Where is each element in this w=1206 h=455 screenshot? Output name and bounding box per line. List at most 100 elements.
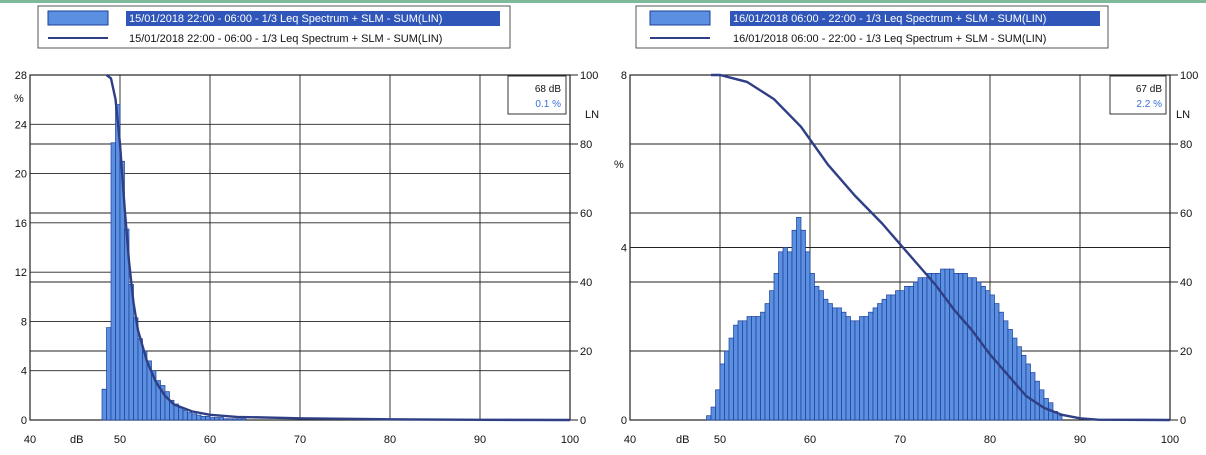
x-tick-label: 60	[204, 434, 216, 446]
histogram-bar	[209, 417, 215, 421]
histogram-bar	[886, 294, 892, 421]
histogram-bar	[922, 277, 928, 421]
histogram-bar	[917, 277, 923, 421]
histogram-bar	[823, 298, 829, 421]
histogram-bar	[218, 417, 224, 421]
readout-pct-right: 2.2 %	[1136, 99, 1162, 110]
x-tick-label: 100	[1161, 434, 1179, 446]
x-tick-label: 70	[894, 434, 906, 446]
x-tick-label: 40	[24, 434, 36, 446]
histogram-bar	[782, 247, 788, 421]
histogram-bar	[827, 303, 833, 421]
y-unit-label-right: %	[614, 159, 624, 171]
y2-tick-label: 0	[1180, 415, 1186, 427]
histogram-bar	[787, 251, 793, 421]
histogram-bar	[232, 418, 238, 421]
histogram-bar	[773, 273, 779, 421]
y2-tick-label: 0	[580, 415, 586, 427]
x-tick-labels-left: 40 50 60 70 80 90 100	[24, 434, 579, 446]
y2-tick-label: 100	[1180, 70, 1198, 82]
histogram-bar	[976, 281, 982, 421]
histogram-bar	[178, 407, 184, 421]
x-tick-label: 70	[294, 434, 306, 446]
histogram-bar	[728, 337, 734, 421]
x-tick-label: 90	[474, 434, 486, 446]
histogram-bar	[764, 303, 770, 421]
x-tick-label: 50	[714, 434, 726, 446]
histogram-bar	[872, 307, 878, 421]
readout-pct-left: 0.1 %	[535, 99, 561, 110]
histogram-bar	[818, 290, 824, 421]
y2-tick-label: 80	[1180, 139, 1192, 151]
y2-tick-label: 40	[1180, 277, 1192, 289]
y-tick-label: 0	[21, 415, 27, 427]
x-tick-label: 50	[114, 434, 126, 446]
legend-bars-label: 15/01/2018 22:00 - 06:00 - 1/3 Leq Spect…	[129, 13, 442, 25]
y-tick-label: 8	[21, 316, 27, 328]
histogram-bar	[832, 307, 838, 421]
histogram-bar	[841, 311, 847, 421]
histogram-bar	[227, 418, 233, 421]
histogram-bars-left	[101, 104, 247, 421]
histogram-bar	[101, 388, 107, 421]
histogram-bar	[836, 307, 842, 421]
histogram-bar	[737, 320, 743, 421]
histogram-bar	[1012, 337, 1018, 421]
histogram-bar	[710, 406, 716, 421]
y-tick-labels-left: 0 4 8 12 16 20 24 28	[15, 70, 27, 427]
histogram-bar	[200, 415, 206, 421]
histogram-bar	[931, 273, 937, 421]
y2-tick-label: 20	[580, 346, 592, 358]
histogram-bar	[751, 316, 757, 421]
top-border	[0, 0, 1206, 3]
legend-left: 15/01/2018 22:00 - 06:00 - 1/3 Leq Spect…	[37, 5, 511, 49]
y-tick-label: 12	[15, 267, 27, 279]
histogram-bar	[890, 294, 896, 421]
histogram-bar	[809, 273, 815, 421]
y2-tick-label: 40	[580, 277, 592, 289]
histogram-bar	[967, 277, 973, 421]
histogram-bar	[895, 290, 901, 421]
histogram-bar	[746, 316, 752, 421]
histogram-bar	[205, 415, 211, 421]
y-tick-labels-right: 0 4 8	[621, 70, 627, 427]
y2-tick-labels-left: 0 20 40 60 80 100	[570, 70, 598, 427]
histogram-bar	[1030, 372, 1036, 421]
histogram-bar	[191, 413, 197, 421]
histogram-bar	[719, 363, 725, 421]
histogram-bar	[223, 418, 229, 421]
histogram-bar	[187, 412, 193, 421]
histogram-bar	[760, 311, 766, 421]
chart-left: 15/01/2018 22:00 - 06:00 - 1/3 Leq Spect…	[14, 5, 599, 446]
histogram-bar	[800, 229, 806, 421]
legend-bars-swatch	[649, 10, 711, 26]
readout-box-right: 67 dB 2.2 %	[1109, 75, 1167, 115]
y2-tick-label: 60	[1180, 208, 1192, 220]
y-tick-label: 16	[15, 218, 27, 230]
x-unit-label-right: dB	[676, 434, 689, 446]
histogram-bar	[724, 350, 730, 421]
legend-line-label: 16/01/2018 06:00 - 22:00 - 1/3 Leq Spect…	[733, 33, 1046, 45]
histogram-bar	[110, 142, 116, 421]
histogram-bar	[935, 273, 941, 421]
y-tick-label: 24	[15, 119, 27, 131]
histogram-bar	[1034, 380, 1040, 421]
y-tick-label: 8	[621, 70, 627, 82]
histogram-bar	[769, 290, 775, 421]
histogram-bar	[791, 229, 797, 421]
y2-tick-labels-right: 0 20 40 60 80 100	[1170, 70, 1198, 427]
x-tick-label: 60	[804, 434, 816, 446]
cumulative-curve-right	[711, 73, 1171, 422]
histogram-bar	[755, 316, 761, 421]
histogram-bar	[850, 320, 856, 421]
histogram-bars-right	[706, 216, 1063, 421]
y2-tick-label: 20	[1180, 346, 1192, 358]
readout-db-right: 67 dB	[1136, 84, 1162, 95]
legend-bars-swatch	[47, 10, 109, 26]
histogram-bar	[1016, 346, 1022, 421]
histogram-bar	[958, 273, 964, 421]
readout-box-left: 68 dB 0.1 %	[507, 75, 567, 115]
histogram-bar	[971, 277, 977, 421]
cumulative-curve-left	[105, 74, 571, 422]
